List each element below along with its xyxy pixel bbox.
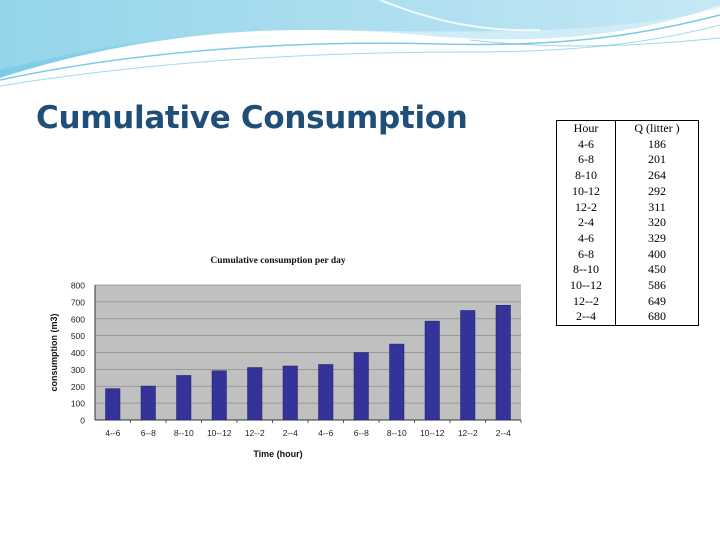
quantity-cell: 264 bbox=[615, 168, 699, 184]
header-wave-decoration bbox=[0, 0, 720, 87]
table-row: 10-12 292 bbox=[556, 183, 699, 200]
x-tick-label: 4--6 bbox=[105, 428, 120, 438]
quantity-cell: 649 bbox=[615, 293, 699, 310]
table-row: 4-6 186 bbox=[556, 136, 699, 153]
x-tick-label: 10--12 bbox=[420, 428, 445, 438]
hour-cell: 12--2 bbox=[556, 293, 616, 310]
y-tick-label: 400 bbox=[71, 348, 85, 358]
y-tick-label: 700 bbox=[71, 297, 85, 307]
bar-chart: 0 100 200 300 400 500 600 700 800 4--6 6--8 8--10 10… bbox=[40, 242, 526, 470]
x-tick-label: 6--8 bbox=[354, 428, 369, 438]
quantity-cell: 186 bbox=[615, 136, 699, 153]
bar bbox=[140, 385, 156, 421]
bar bbox=[176, 375, 192, 421]
table-header-row: Hour Q (litter ) bbox=[556, 119, 699, 137]
x-tick-label: 10--12 bbox=[207, 428, 232, 438]
chart-svg: 0 100 200 300 400 500 600 700 800 4--6 6--8 8--10 10… bbox=[49, 256, 522, 459]
quantity-cell: 292 bbox=[615, 183, 699, 200]
hour-cell: 8--10 bbox=[556, 262, 616, 279]
hour-cell: 2-4 bbox=[556, 215, 616, 231]
quantity-cell: 680 bbox=[615, 309, 699, 327]
chart-title: Cumulative consumption per day bbox=[210, 256, 345, 266]
table-row: 10--12 586 bbox=[556, 278, 699, 294]
hour-cell: 12-2 bbox=[556, 199, 616, 216]
quantity-cell: 450 bbox=[615, 262, 699, 279]
y-tick-label: 0 bbox=[80, 416, 85, 426]
x-tick-label: 6--8 bbox=[141, 428, 156, 438]
x-tick-label: 2--4 bbox=[283, 428, 298, 438]
hour-cell: 6-8 bbox=[556, 246, 616, 263]
y-tick-label: 500 bbox=[71, 331, 85, 341]
x-tick-label: 12--2 bbox=[458, 428, 478, 438]
y-tick-label: 200 bbox=[71, 382, 85, 392]
y-tick-label: 600 bbox=[71, 314, 85, 324]
table-row: 12-2 311 bbox=[556, 199, 699, 216]
bar bbox=[318, 364, 334, 421]
y-axis-label: consumption (m3) bbox=[49, 313, 59, 391]
slide-title: Cumulative Consumption bbox=[36, 100, 468, 136]
quantity-cell: 311 bbox=[615, 199, 699, 216]
bar bbox=[353, 352, 369, 421]
bar bbox=[247, 367, 263, 421]
bar bbox=[282, 365, 298, 421]
bar bbox=[211, 370, 227, 421]
table-row: 12--2 649 bbox=[556, 293, 699, 310]
table-row: 6-8 201 bbox=[556, 152, 699, 169]
quantity-cell: 329 bbox=[615, 230, 699, 247]
hour-cell: 2--4 bbox=[556, 309, 616, 327]
x-tick-label: 8--10 bbox=[174, 428, 194, 438]
hour-cell: 8-10 bbox=[556, 168, 616, 184]
quantity-cell: 320 bbox=[615, 215, 699, 231]
hour-cell: 4-6 bbox=[556, 230, 616, 247]
table-row: 2--4 680 bbox=[556, 309, 699, 327]
bar bbox=[495, 305, 511, 421]
table-row: 2-4 320 bbox=[556, 215, 699, 231]
quantity-cell: 586 bbox=[615, 278, 699, 294]
y-tick-label: 300 bbox=[71, 365, 85, 375]
quantity-column-header: Q (litter ) bbox=[615, 119, 699, 137]
x-axis-label: Time (hour) bbox=[253, 449, 302, 459]
table-row: 6-8 400 bbox=[556, 246, 699, 263]
x-tick-label: 8--10 bbox=[387, 428, 407, 438]
consumption-table: Hour Q (litter ) 4-6 186 6-8 201 8-10 264 10-1… bbox=[556, 119, 699, 327]
x-tick-label: 12--2 bbox=[245, 428, 265, 438]
bar bbox=[389, 343, 405, 421]
hour-cell: 6-8 bbox=[556, 152, 616, 169]
x-tick-label: 2--4 bbox=[496, 428, 511, 438]
quantity-cell: 400 bbox=[615, 246, 699, 263]
y-tick-label: 800 bbox=[71, 281, 85, 291]
x-tick-label: 4--6 bbox=[318, 428, 333, 438]
hour-cell: 10-12 bbox=[556, 183, 616, 200]
hour-cell: 4-6 bbox=[556, 136, 616, 153]
quantity-cell: 201 bbox=[615, 152, 699, 169]
y-tick-label: 100 bbox=[71, 399, 85, 409]
table-row: 8--10 450 bbox=[556, 262, 699, 279]
bar bbox=[424, 320, 440, 421]
hour-column-header: Hour bbox=[556, 119, 616, 137]
table-row: 8-10 264 bbox=[556, 168, 699, 184]
table-row: 4-6 329 bbox=[556, 230, 699, 247]
bar bbox=[105, 388, 121, 421]
bar bbox=[460, 310, 476, 421]
hour-cell: 10--12 bbox=[556, 278, 616, 294]
